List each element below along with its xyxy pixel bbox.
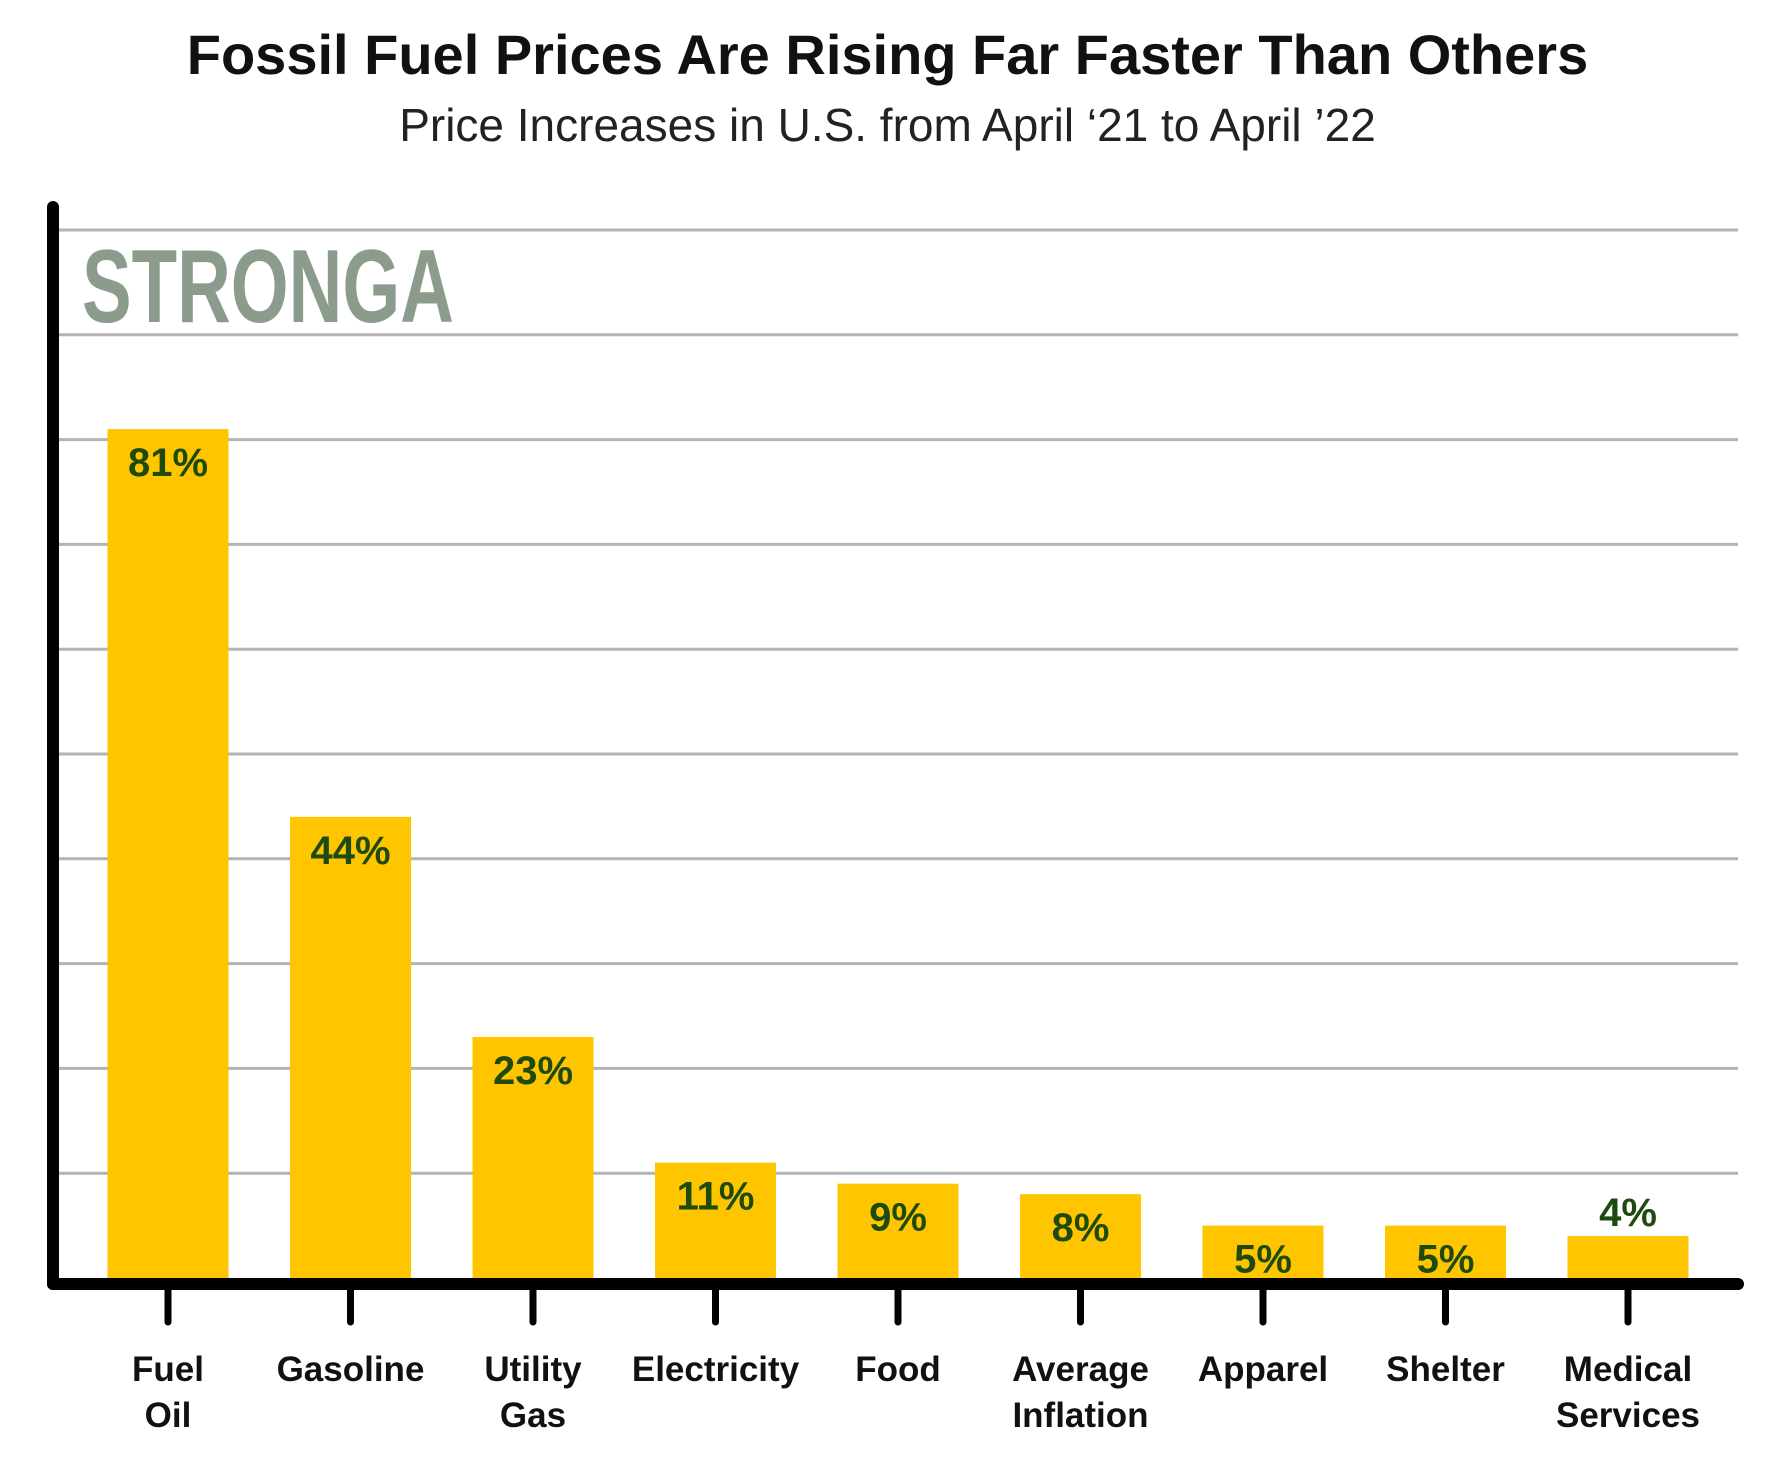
x-tick-label: Gas [500,1396,566,1435]
x-ticks [164,1286,1632,1326]
chart-title: Fossil Fuel Prices Are Rising Far Faster… [186,23,1589,86]
x-tick-label: Utility [484,1350,582,1389]
bar [472,1036,594,1278]
x-tick-label: Gasoline [277,1350,425,1389]
x-tick-label: Shelter [1386,1350,1505,1389]
x-tick-label: Average [1012,1350,1149,1389]
data-label: 5% [1417,1238,1475,1282]
data-label: 4% [1599,1191,1657,1235]
x-tick-label: Electricity [632,1350,800,1389]
gridlines [53,228,1738,1175]
x-tick-label: Fuel [132,1350,204,1389]
bars: 81% 44% 23% 11% 9% 8% 5% 5% 4% [107,429,1689,1282]
data-label: 5% [1234,1238,1292,1282]
data-label: 8% [1052,1206,1110,1250]
bar [1385,1225,1506,1278]
x-tick-label: Inflation [1012,1396,1148,1435]
data-label: 81% [128,441,208,485]
x-tick-label: Apparel [1198,1350,1328,1389]
data-label: 44% [310,829,390,873]
x-tick-labels: Fuel Oil Gasoline Utility Gas Electricity Food… [132,1350,1700,1435]
bar [290,816,411,1278]
bar [107,429,229,1278]
x-tick-label: Services [1556,1396,1700,1435]
bar [655,1162,776,1278]
x-tick-label: Medical [1564,1350,1692,1389]
bar [1567,1236,1689,1278]
data-label: 9% [869,1196,927,1240]
axes [47,201,1744,1290]
bar [1202,1225,1324,1278]
x-tick-label: Food [855,1350,941,1389]
chart-subtitle: Price Increases in U.S. from April ‘21 t… [399,99,1376,151]
bar [837,1183,959,1278]
bar [1020,1194,1141,1278]
watermark-logo: STRONGA [82,229,454,345]
data-label: 11% [677,1175,755,1219]
data-label: 23% [493,1049,573,1093]
x-tick-label: Oil [145,1396,192,1435]
